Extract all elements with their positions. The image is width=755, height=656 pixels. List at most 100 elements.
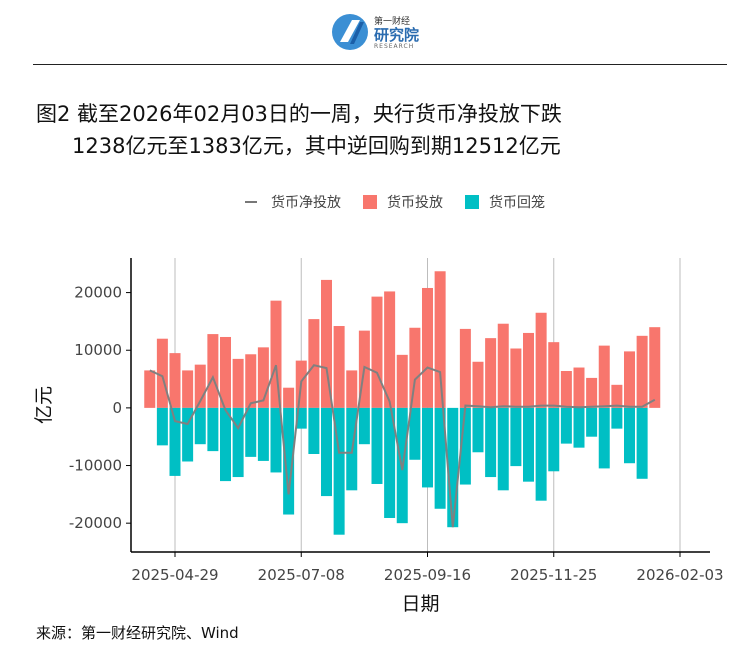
- bar-recall: [257, 407, 269, 461]
- bar-recall: [548, 407, 560, 472]
- bar-put: [346, 370, 358, 408]
- bar-put: [510, 348, 522, 408]
- x-tick-label: 2025-11-25: [510, 566, 597, 584]
- legend-label-recall: 货币回笼: [489, 195, 545, 211]
- bar-put: [535, 312, 547, 408]
- bar-put: [396, 354, 408, 408]
- bar-recall: [194, 407, 206, 445]
- logo: 第一财经 研究院 RESEARCH: [330, 8, 440, 56]
- bar-recall: [611, 407, 623, 429]
- bar-put: [270, 300, 282, 408]
- source-note: 来源：第一财经研究院、Wind: [36, 624, 239, 642]
- bar-recall: [182, 407, 194, 462]
- bar-put: [611, 384, 623, 408]
- bar-recall: [523, 407, 534, 482]
- logo-mark-icon: [332, 14, 368, 50]
- bar-put: [156, 338, 168, 408]
- bar-put: [245, 354, 257, 408]
- bar-recall: [169, 407, 181, 476]
- y-tick-label: -20000: [69, 514, 122, 532]
- x-tick-label: 2025-09-16: [384, 566, 471, 584]
- y-axis-label: 亿元: [33, 386, 55, 424]
- bar-recall: [358, 407, 370, 445]
- bar-put: [560, 370, 572, 408]
- bar-put: [207, 334, 219, 408]
- bar-recall: [434, 407, 446, 509]
- y-tick-label: 10000: [74, 341, 122, 359]
- bar-put: [257, 347, 269, 408]
- logo-text-top: 第一财经: [374, 17, 411, 27]
- bar-recall: [156, 407, 168, 446]
- bar-put: [434, 271, 446, 408]
- bar-recall: [409, 407, 421, 460]
- bar-recall: [321, 407, 332, 497]
- legend-item-net: 货币净投放: [245, 192, 341, 212]
- bar-recall: [295, 407, 307, 429]
- bar-put: [321, 279, 332, 408]
- bar-put: [485, 338, 497, 408]
- bar-recall: [560, 407, 572, 444]
- bar-put: [409, 327, 421, 408]
- bar-recall: [207, 407, 219, 452]
- legend-item-recall: 货币回笼: [465, 192, 545, 212]
- bar-put: [586, 377, 598, 408]
- bar-recall: [270, 407, 282, 473]
- bar-recall: [422, 407, 433, 488]
- bar-recall: [232, 407, 244, 478]
- bar-put: [523, 332, 534, 408]
- bar-recall: [447, 407, 459, 528]
- bar-put: [422, 287, 433, 408]
- bar-recall: [384, 407, 396, 518]
- bar-recall: [472, 407, 484, 453]
- bar-recall: [220, 407, 231, 482]
- bar-put: [308, 319, 320, 408]
- bar-put: [459, 328, 471, 408]
- bar-put: [636, 335, 648, 408]
- legend-swatch-recall: [465, 195, 479, 209]
- bar-recall: [333, 407, 345, 535]
- bar-put: [220, 336, 231, 408]
- chart-title-line1: 图2 截至2026年02月03日的一周，央行货币净投放下跌: [36, 102, 562, 126]
- bar-recall: [371, 407, 383, 484]
- bar-put: [182, 370, 194, 408]
- bar-recall: [497, 407, 509, 491]
- x-tick-label: 2025-04-29: [131, 566, 218, 584]
- y-tick-label: 20000: [74, 284, 122, 302]
- bar-recall: [535, 407, 547, 501]
- chart-legend: 货币净投放 货币投放 货币回笼: [245, 192, 567, 212]
- bar-recall: [586, 407, 598, 437]
- bar-put: [384, 291, 396, 408]
- bar-recall: [598, 407, 610, 469]
- bar-put: [472, 361, 484, 408]
- bar-recall: [636, 407, 648, 479]
- legend-label-put: 货币投放: [387, 195, 443, 211]
- bar-recall: [510, 407, 522, 467]
- chart-title: 图2 截至2026年02月03日的一周，央行货币净投放下跌 1238亿元至138…: [36, 98, 562, 162]
- legend-swatch-put: [363, 195, 377, 209]
- legend-swatch-net: [245, 201, 257, 203]
- bar-put: [283, 387, 295, 408]
- legend-label-net: 货币净投放: [271, 195, 341, 211]
- bar-put: [624, 351, 635, 408]
- bar-put: [497, 323, 509, 408]
- net-line: [149, 364, 656, 528]
- logo-text-sub: RESEARCH: [374, 43, 415, 50]
- bar-put: [169, 353, 181, 408]
- bar-recall: [245, 407, 257, 457]
- y-tick-label: -10000: [69, 457, 122, 475]
- logo-text-main: 研究院: [374, 26, 420, 44]
- bar-put: [333, 326, 345, 408]
- bar-put: [144, 370, 156, 408]
- x-tick-label: 2025-07-08: [258, 566, 345, 584]
- header-divider: [33, 64, 727, 65]
- y-tick-label: 0: [112, 399, 122, 417]
- bar-recall: [573, 407, 585, 448]
- bar-put: [232, 358, 244, 408]
- bar-put: [371, 296, 383, 408]
- bar-recall: [283, 407, 295, 515]
- bar-put: [194, 364, 206, 408]
- bar-recall: [308, 407, 320, 454]
- chart-title-line2: 1238亿元至1383亿元，其中逆回购到期12512亿元: [72, 134, 561, 158]
- x-axis-label: 日期: [401, 593, 439, 615]
- bar-recall: [624, 407, 635, 464]
